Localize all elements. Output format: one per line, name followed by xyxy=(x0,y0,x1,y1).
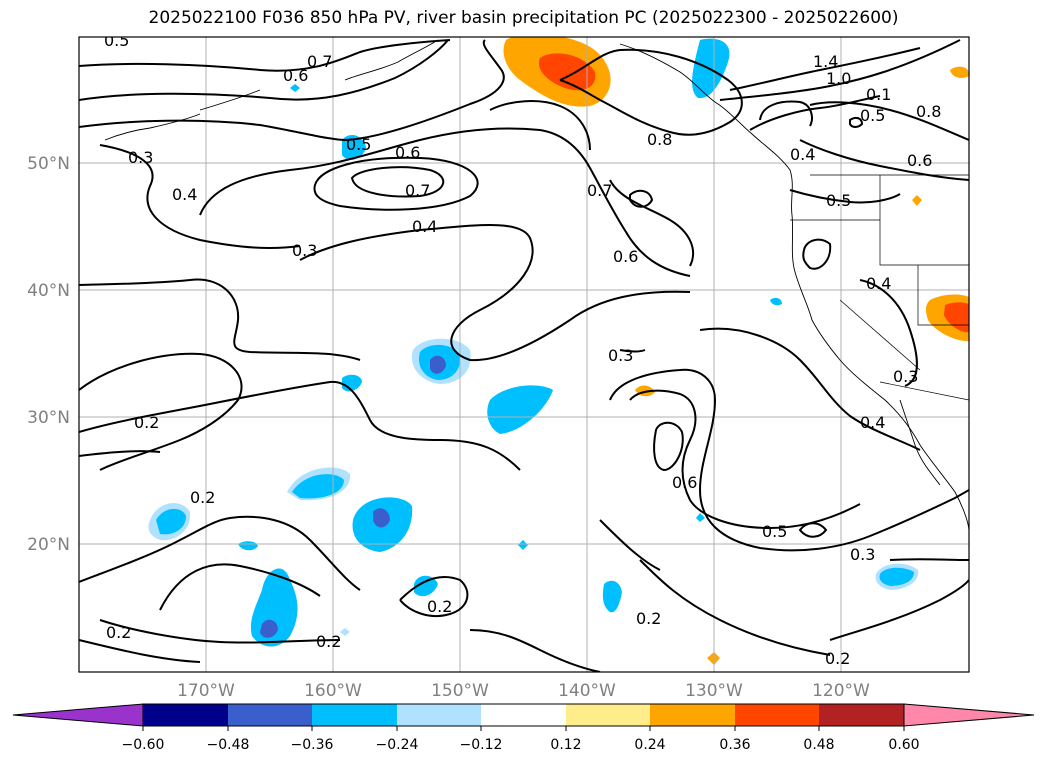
colorbar-tick-label: 0.36 xyxy=(719,737,750,753)
colorbar-tick-label: 0.48 xyxy=(803,737,834,753)
contour-label: 0.4 xyxy=(866,274,891,293)
lat-label-50n: 50°N xyxy=(27,154,70,174)
contour-label: 0.7 xyxy=(307,52,332,71)
latitude-labels: 50°N 40°N 30°N 20°N xyxy=(27,154,70,555)
colorbar-tick-label: 0.12 xyxy=(550,737,581,753)
colorbar-segment xyxy=(481,704,566,726)
contour-label: 0.7 xyxy=(405,181,430,200)
contour-label: 0.2 xyxy=(316,632,341,651)
map-plot-area: 0.5 0.7 0.6 1.4 1.0 0.1 0.5 0.8 0.5 0.6 … xyxy=(79,31,969,672)
lon-label-120w: 120°W xyxy=(812,681,870,701)
map-frame xyxy=(78,36,970,673)
colorbar-tick-label: −0.36 xyxy=(291,737,334,753)
contour-label: 0.8 xyxy=(647,130,672,149)
contour-label: 0.2 xyxy=(825,649,850,668)
colorbar-tick-label: −0.60 xyxy=(122,737,165,753)
contour-label: 0.2 xyxy=(427,597,452,616)
colorbar-tick-label: −0.24 xyxy=(376,737,419,753)
colorbar-tick-label: −0.12 xyxy=(460,737,503,753)
contour-label: 0.6 xyxy=(395,143,420,162)
contour-label: 0.4 xyxy=(412,217,437,236)
contour-label: 0.3 xyxy=(850,545,875,564)
colorbar-segment xyxy=(735,704,819,726)
contour-label: 0.5 xyxy=(346,135,371,154)
colorbar-tick-label: −0.48 xyxy=(207,737,250,753)
contour-label: 1.4 xyxy=(813,52,838,71)
colorbar-segment xyxy=(819,704,904,726)
colorbar-extend-high xyxy=(903,703,1035,727)
colorbar-segment xyxy=(228,704,312,726)
contour-label: 0.3 xyxy=(893,367,918,386)
contour-label: 0.4 xyxy=(860,413,885,432)
contour-label: 0.2 xyxy=(190,488,215,507)
lat-label-20n: 20°N xyxy=(27,535,70,555)
contour-label: 0.5 xyxy=(762,522,787,541)
contour-label: 0.6 xyxy=(283,66,308,85)
contour-label: 0.5 xyxy=(826,191,851,210)
contour-label: 0.5 xyxy=(860,106,885,125)
lon-label-170w: 170°W xyxy=(177,681,235,701)
colorbar-tick-label: 0.24 xyxy=(634,737,665,753)
borders xyxy=(790,174,969,401)
colorbar-extend-low xyxy=(12,703,144,727)
contour-label: 0.5 xyxy=(104,31,129,50)
contour-label: 0.1 xyxy=(866,85,891,104)
colorbar-segment xyxy=(566,704,650,726)
colorbar-segment xyxy=(397,704,481,726)
colorbar-segment xyxy=(143,704,228,726)
contour-label: 0.4 xyxy=(172,185,197,204)
contour-label: 1.0 xyxy=(826,69,851,88)
contour-labels: 0.5 0.7 0.6 1.4 1.0 0.1 0.5 0.8 0.5 0.6 … xyxy=(104,31,941,668)
colorbar: −0.60 −0.48 −0.36 −0.24 −0.12 0.12 0.24 … xyxy=(12,703,1035,753)
contour-label: 0.6 xyxy=(613,247,638,266)
contour-label: 0.6 xyxy=(672,473,697,492)
contour-label: 0.3 xyxy=(292,241,317,260)
contour-label: 0.6 xyxy=(907,151,932,170)
longitude-labels: 170°W 160°W 150°W 140°W 130°W 120°W xyxy=(177,681,870,701)
lat-label-30n: 30°N xyxy=(27,408,70,428)
lon-label-160w: 160°W xyxy=(304,681,362,701)
coastlines xyxy=(104,39,969,531)
precip-shading xyxy=(148,37,969,665)
colorbar-segment xyxy=(312,704,397,726)
colorbar-segment xyxy=(650,704,735,726)
contour-label: 0.4 xyxy=(790,145,815,164)
colorbar-tick-label: 0.60 xyxy=(888,737,919,753)
contour-label: 0.3 xyxy=(608,346,633,365)
lon-label-150w: 150°W xyxy=(431,681,489,701)
contour-label: 0.2 xyxy=(636,609,661,628)
contour-label: 0.2 xyxy=(106,623,131,642)
contour-label: 0.3 xyxy=(128,148,153,167)
lon-label-140w: 140°W xyxy=(558,681,616,701)
lat-label-40n: 40°N xyxy=(27,281,70,301)
map-title: 2025022100 F036 850 hPa PV, river basin … xyxy=(148,8,899,28)
pv-contours xyxy=(79,39,969,672)
contour-label: 0.2 xyxy=(134,413,159,432)
contour-label: 0.7 xyxy=(587,181,612,200)
contour-label: 0.8 xyxy=(916,102,941,121)
lon-label-130w: 130°W xyxy=(685,681,743,701)
